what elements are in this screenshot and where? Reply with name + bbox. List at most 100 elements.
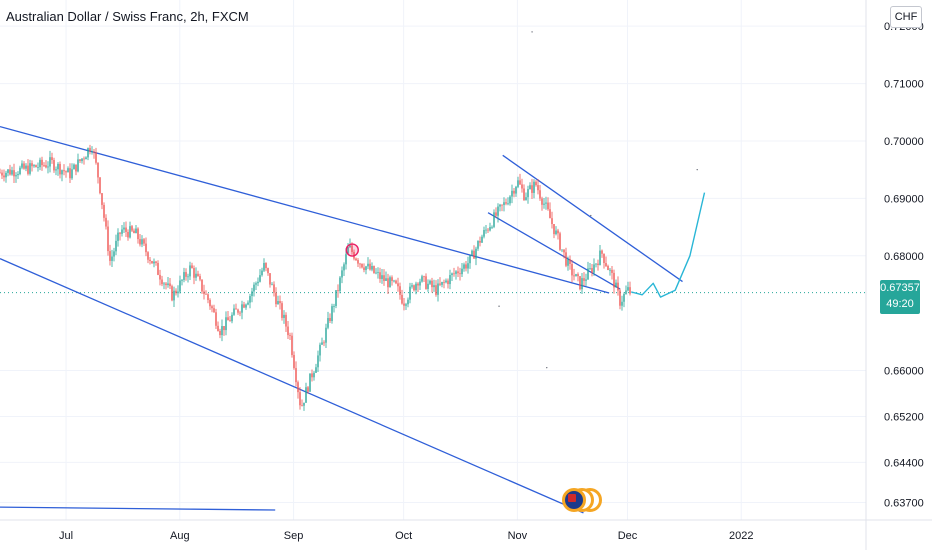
current-price-label: 0.67357 (880, 282, 920, 294)
candle-body (567, 259, 569, 266)
candle-body (333, 305, 335, 307)
candle-body (315, 367, 317, 373)
candle-body (599, 250, 601, 265)
candle-body (429, 280, 431, 284)
candle-body (213, 308, 215, 313)
candle-body (301, 405, 303, 407)
candle-body (527, 189, 529, 198)
candle-body (205, 293, 207, 295)
candle-body (227, 317, 229, 321)
candle-body (235, 308, 237, 310)
candle-body (505, 202, 507, 204)
grid-lines (0, 0, 866, 520)
candle-body (85, 157, 87, 160)
candle-body (565, 252, 567, 266)
x-tick-label: Oct (395, 530, 412, 542)
candle-body (539, 190, 541, 199)
candle-body (125, 227, 127, 232)
candle-body (583, 278, 585, 281)
candle-body (485, 229, 487, 231)
candle-body (63, 170, 65, 172)
candle-body (121, 229, 123, 234)
candle-body (361, 263, 363, 268)
candle-body (231, 314, 233, 322)
candle-body (491, 226, 493, 228)
australia-flag-icon[interactable] (562, 488, 586, 512)
candle-body (467, 263, 469, 269)
candle-body (83, 158, 85, 160)
candle-body (147, 252, 149, 260)
projection-path (631, 192, 706, 298)
candle-body (313, 372, 315, 378)
candle-body (357, 260, 359, 264)
candle-body (225, 317, 227, 331)
candle-body (219, 330, 221, 336)
candle-body (251, 291, 253, 297)
candle-body (437, 283, 439, 295)
candle-body (267, 268, 269, 274)
candle-body (139, 239, 141, 245)
candle-body (241, 304, 243, 313)
candle-body (43, 165, 45, 166)
candle-body (459, 273, 461, 275)
candle-body (245, 304, 247, 308)
trendline (0, 258, 584, 514)
candle-body (279, 301, 281, 304)
candle-body (433, 285, 435, 288)
current-price-badge: 0.67357 49:20 (880, 280, 920, 314)
candle-body (177, 291, 179, 294)
candle-body (27, 165, 29, 174)
candle-body (19, 167, 21, 175)
x-tick-label: Nov (508, 530, 528, 542)
candle-body (197, 273, 199, 277)
stray-dot (696, 168, 698, 171)
candle-body (61, 170, 63, 175)
candle-body (417, 283, 419, 286)
candle-body (311, 373, 313, 378)
trendline (487, 212, 621, 290)
candle-body (25, 165, 27, 169)
candle-body (625, 290, 627, 295)
candle-body (509, 196, 511, 204)
candle-body (271, 284, 273, 286)
candle-body (65, 171, 67, 173)
chart-title: Australian Dollar / Swiss Franc, 2h, FXC… (6, 9, 249, 24)
candle-body (489, 227, 491, 231)
candle-body (507, 203, 509, 205)
candle-body (159, 274, 161, 280)
y-tick-label: 0.68000 (884, 251, 924, 263)
candle-body (3, 175, 5, 178)
candle-body (435, 285, 437, 295)
candle-body (11, 170, 13, 175)
candle-body (449, 275, 451, 285)
candle-body (95, 152, 97, 163)
candle-body (89, 148, 91, 152)
candle-body (501, 204, 503, 206)
candle-body (431, 280, 433, 288)
candle-body (591, 268, 593, 273)
candle-body (603, 253, 605, 264)
candle-body (93, 151, 95, 153)
candle-body (455, 271, 457, 274)
candle-body (389, 277, 391, 288)
y-tick-label: 0.65200 (884, 411, 924, 423)
candle-body (29, 163, 31, 174)
candle-body (59, 163, 61, 175)
candle-body (331, 306, 333, 322)
candle-body (49, 157, 51, 167)
candle-body (237, 309, 239, 313)
candle-body (345, 254, 347, 265)
candle-body (413, 285, 415, 291)
currency-button[interactable]: CHF (890, 6, 922, 28)
candle-body (303, 402, 305, 406)
event-flags[interactable] (562, 488, 602, 518)
candle-body (553, 224, 555, 235)
candle-body (391, 277, 393, 282)
candle-body (629, 287, 631, 294)
candle-body (293, 355, 295, 369)
y-tick-label: 0.69000 (884, 193, 924, 205)
candle-body (589, 268, 591, 269)
candle-body (181, 279, 183, 281)
candle-body (141, 239, 143, 245)
